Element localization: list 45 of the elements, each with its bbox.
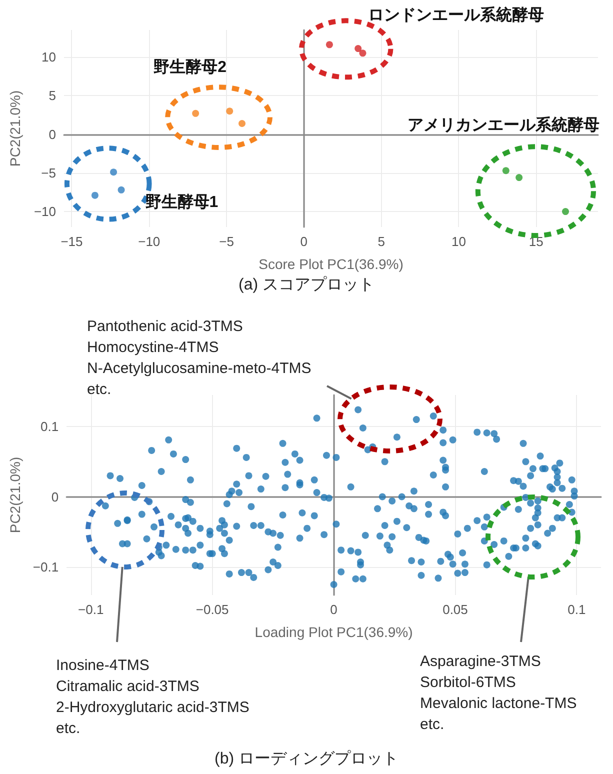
y-tick-label: 0.1 (40, 419, 59, 434)
x-tick-label: −10 (138, 234, 160, 249)
point (326, 41, 333, 48)
point (118, 186, 125, 194)
point (91, 192, 98, 199)
y-axis-title: PC2(21.0%) (7, 90, 23, 167)
series-label: 野生酵母2 (154, 58, 226, 78)
y-tick-label: −5 (41, 165, 56, 180)
point (238, 120, 246, 127)
point (516, 174, 523, 182)
point (359, 50, 366, 57)
point (502, 167, 510, 174)
point (562, 208, 569, 216)
x-tick-label: 0 (330, 602, 338, 617)
x-tick-label: 15 (528, 234, 544, 249)
y-tick-label: 10 (42, 50, 56, 65)
x-tick-label: −0.05 (196, 602, 229, 617)
point (226, 108, 234, 115)
x-tick-label: 0 (300, 234, 308, 249)
text: Inosine-4TMS Citramalic acid-3TMS 2-Hydroxyglutaric acid-3TMS etc. (56, 656, 250, 739)
x-tick-label: 10 (451, 234, 466, 249)
text: (a) スコアプロット (238, 276, 374, 294)
series-label: ロンドンエール系統酵母 (368, 5, 544, 26)
x-tick-label: −15 (60, 234, 83, 249)
x-tick-label: 5 (378, 234, 385, 249)
y-tick-label: −0.1 (32, 559, 59, 574)
text: アメリカンエール系統酵母 (408, 115, 600, 136)
y-axis-title: PC2(21.0%) (7, 456, 23, 534)
text: Asparagine-3TMS Sorbitol-6TMS Mevalonic lactone-TMS etc. (420, 652, 577, 735)
y-tick-label: 0 (51, 489, 59, 504)
point (354, 45, 362, 52)
x-tick-label: −5 (219, 234, 234, 249)
y-tick-label: 0 (48, 126, 56, 142)
x-tick-label: 0.1 (568, 602, 586, 617)
y-tick-label: −10 (34, 204, 56, 220)
text: (b) ローディングプロット (214, 750, 398, 768)
point (192, 110, 200, 117)
series-label: 野生酵母1 (145, 192, 218, 213)
annotation: Pantothenic acid-3TMS Homocystine-4TMS N-Acetylglucosamine-meto-4TMS etc. (87, 317, 312, 400)
y-tick-label: 5 (48, 88, 56, 104)
x-tick-label: 0.05 (442, 602, 468, 617)
x-tick-label: −0.1 (78, 602, 104, 617)
x-axis-title: Score Plot PC1(36.9%) (258, 256, 404, 272)
x-axis-title: Loading Plot PC1(36.9%) (254, 624, 413, 640)
point (110, 168, 118, 176)
